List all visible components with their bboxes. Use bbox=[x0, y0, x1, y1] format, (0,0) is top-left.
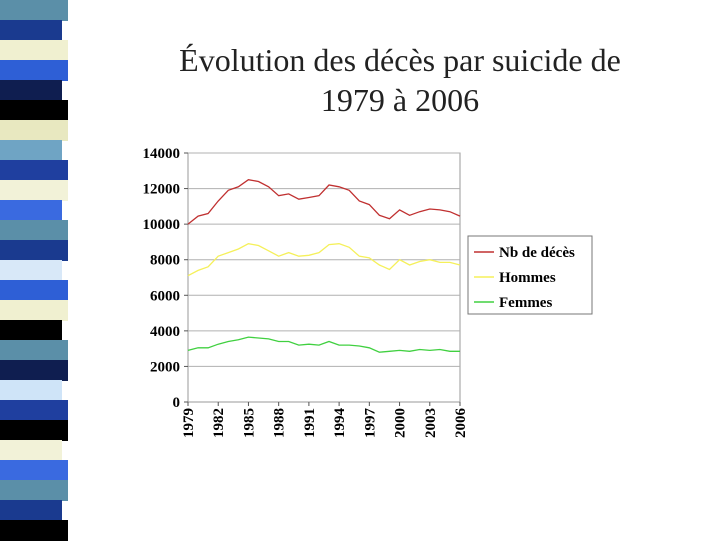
stripe-block bbox=[0, 80, 62, 101]
stripe-block bbox=[0, 520, 68, 541]
legend-label: Femmes bbox=[499, 295, 552, 311]
stripe-block bbox=[0, 360, 68, 381]
title-line-1: Évolution des décès par suicide de bbox=[179, 42, 621, 78]
stripe-block bbox=[0, 140, 62, 161]
x-tick-label: 2003 bbox=[423, 408, 439, 438]
stripe-block bbox=[0, 320, 62, 341]
stripe-block bbox=[0, 200, 62, 221]
stripe-block bbox=[0, 340, 68, 361]
series-line bbox=[187, 336, 460, 353]
stripe-block bbox=[0, 460, 68, 481]
plot-area bbox=[187, 152, 461, 403]
stripe-block bbox=[0, 240, 68, 261]
legend-label: Nb de décès bbox=[499, 245, 575, 261]
stripe-block bbox=[0, 480, 68, 501]
x-tick-label: 1997 bbox=[362, 408, 378, 439]
y-tick-label: 10000 bbox=[143, 217, 181, 233]
title-line-2: 1979 à 2006 bbox=[320, 82, 480, 118]
stripe-block bbox=[0, 260, 62, 281]
x-tick-label: 1991 bbox=[302, 408, 318, 438]
stripe-block bbox=[0, 100, 68, 121]
x-tick-label: 1982 bbox=[211, 408, 227, 438]
y-tick-label: 6000 bbox=[150, 288, 180, 304]
y-tick-label: 14000 bbox=[143, 146, 181, 162]
y-tick-label: 2000 bbox=[150, 359, 180, 375]
series-line bbox=[187, 179, 461, 225]
stripe-block bbox=[0, 20, 62, 41]
stripe-block bbox=[0, 60, 68, 81]
stripe-block bbox=[0, 420, 68, 441]
slide-title: Évolution des décès par suicide de 1979 … bbox=[100, 40, 700, 120]
stripe-block bbox=[0, 500, 62, 521]
legend-box bbox=[467, 235, 593, 315]
stripe-block bbox=[0, 40, 68, 61]
y-tick-label: 8000 bbox=[150, 253, 180, 269]
x-tick-label: 1985 bbox=[241, 408, 257, 438]
y-tick-label: 0 bbox=[173, 395, 181, 411]
stripe-block bbox=[0, 280, 68, 301]
stripe-block bbox=[0, 440, 62, 461]
series-line bbox=[187, 243, 461, 277]
x-tick-label: 1994 bbox=[332, 408, 348, 439]
stripe-block bbox=[0, 180, 68, 201]
x-tick-label: 1988 bbox=[272, 408, 288, 438]
stripe-block bbox=[0, 300, 68, 321]
stripe-block bbox=[0, 120, 68, 141]
y-tick-label: 12000 bbox=[143, 182, 181, 198]
stripe-block bbox=[0, 380, 62, 401]
x-tick-label: 2006 bbox=[453, 408, 469, 439]
x-tick-label: 2000 bbox=[393, 408, 409, 438]
stripe-block bbox=[0, 220, 68, 241]
decorative-stripe bbox=[0, 0, 70, 541]
stripe-block bbox=[0, 0, 68, 21]
stripe-block bbox=[0, 400, 68, 421]
stripe-block bbox=[0, 160, 68, 181]
legend-label: Hommes bbox=[499, 270, 556, 286]
x-tick-label: 1979 bbox=[181, 408, 197, 438]
y-tick-label: 4000 bbox=[150, 324, 180, 340]
